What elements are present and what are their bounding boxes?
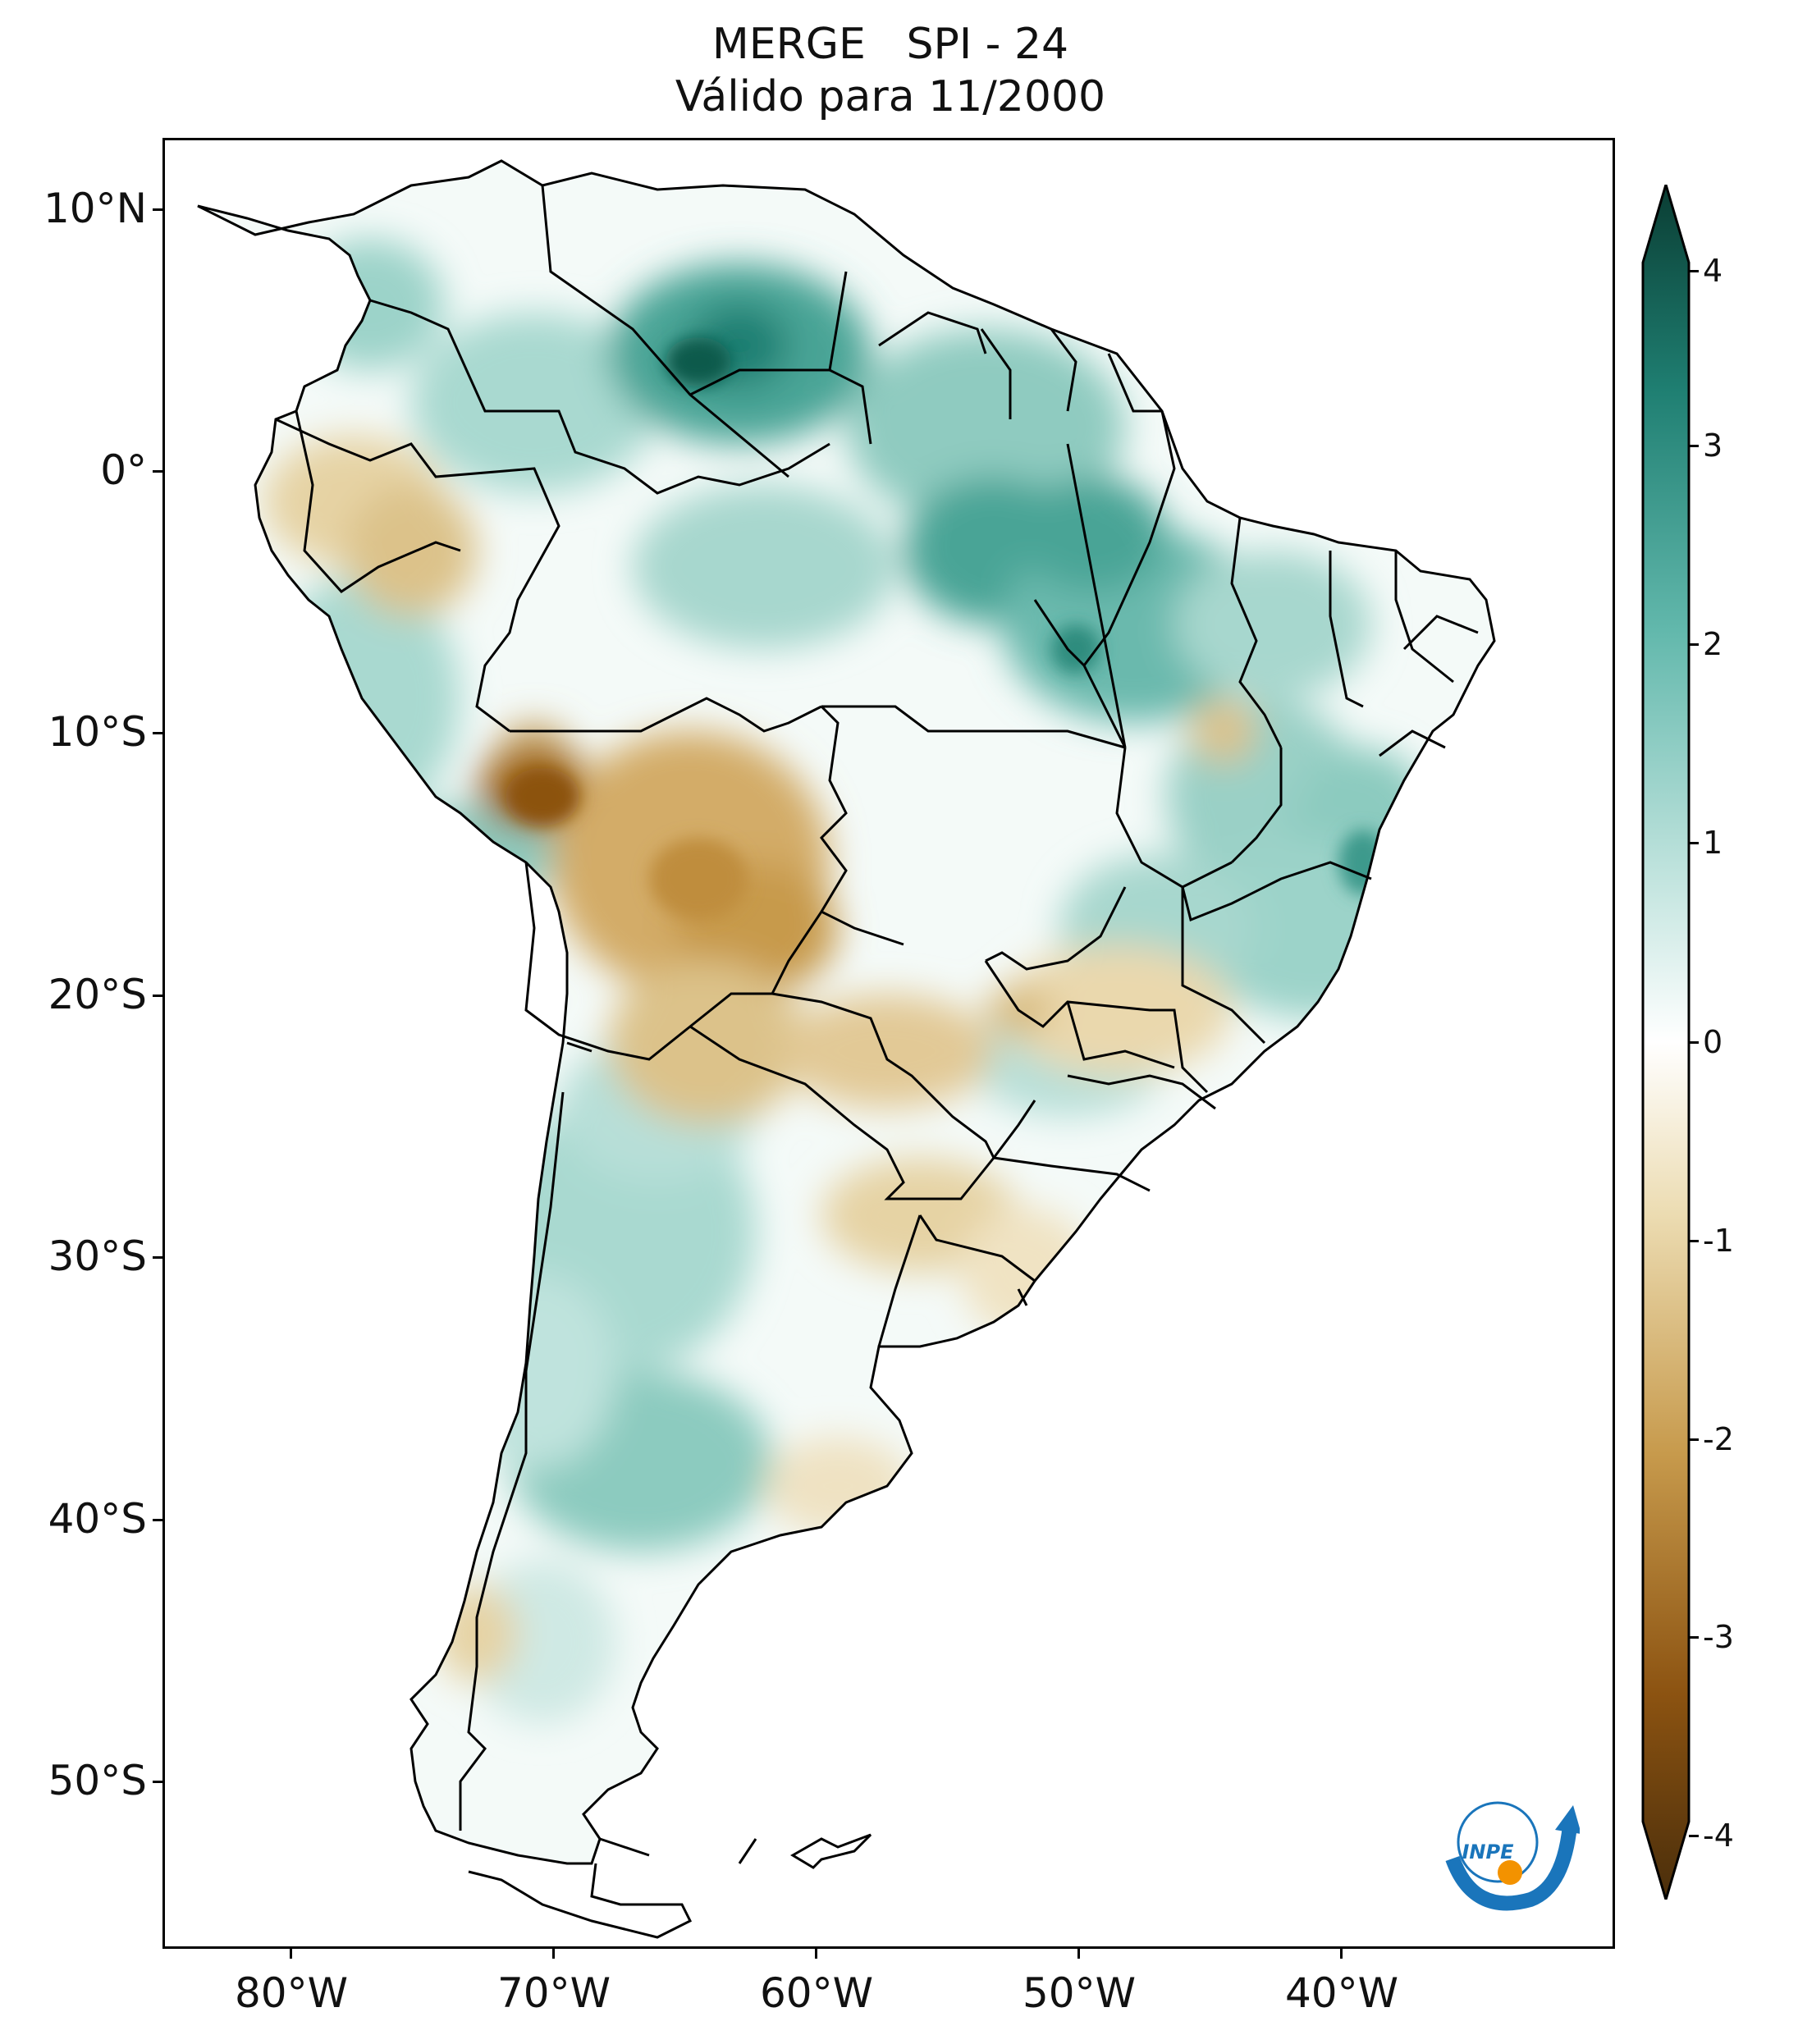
lat-tick-mark <box>153 1519 162 1521</box>
colorbar-tick-mark <box>1689 1438 1699 1441</box>
logo-arrow-icon <box>1555 1805 1580 1834</box>
colorbar-tick-mark <box>1689 1835 1699 1837</box>
inpe-logo: INPE <box>1445 1801 1580 1911</box>
lat-label-30s: 30°S <box>48 1232 147 1280</box>
colorbar-label-neg4: -4 <box>1703 1818 1734 1854</box>
lon-label-40w: 40°W <box>1284 1969 1399 2017</box>
colorbar <box>1641 185 1690 1900</box>
lat-label-10s: 10°S <box>48 708 147 756</box>
lat-label-10n: 10°N <box>43 185 147 232</box>
map-title-line2: Válido para 11/2000 <box>675 72 1106 121</box>
colorbar-tick-mark <box>1689 270 1699 272</box>
colorbar-label-2: 2 <box>1703 626 1723 662</box>
logo-text: INPE <box>1462 1841 1515 1863</box>
colorbar-label-1: 1 <box>1703 825 1723 861</box>
south-america-map <box>196 159 1496 1939</box>
lon-tick-mark <box>1077 1949 1080 1959</box>
lat-tick-mark <box>153 470 162 473</box>
lat-tick-mark <box>153 1781 162 1783</box>
lon-label-80w: 80°W <box>234 1969 349 2017</box>
logo-ring <box>1457 1801 1539 1883</box>
colorbar-tick-mark <box>1689 842 1699 844</box>
colorbar-label-0: 0 <box>1703 1024 1723 1060</box>
colorbar-label-neg3: -3 <box>1703 1619 1734 1655</box>
colorbar-label-3: 3 <box>1703 428 1723 464</box>
colorbar-tick-mark <box>1689 643 1699 646</box>
colorbar-gradient <box>1641 185 1690 1900</box>
lon-tick-mark <box>290 1949 292 1959</box>
colorbar-tick-mark <box>1689 1041 1699 1044</box>
map-title-line1: MERGE SPI - 24 <box>711 20 1069 69</box>
lon-tick-mark <box>815 1949 817 1959</box>
political-borders <box>275 185 1479 1939</box>
lat-label-20s: 20°S <box>48 971 147 1018</box>
lat-tick-mark <box>153 995 162 997</box>
colorbar-tick-mark <box>1689 1240 1699 1242</box>
lat-tick-mark <box>153 1256 162 1259</box>
spi-anomaly-field <box>198 161 1494 1863</box>
lon-tick-mark <box>552 1949 555 1959</box>
lon-label-60w: 60°W <box>759 1969 874 2017</box>
colorbar-label-neg2: -2 <box>1703 1421 1734 1457</box>
lat-label-50s: 50°S <box>48 1757 147 1804</box>
colorbar-tick-mark <box>1689 445 1699 447</box>
colorbar-label-neg1: -1 <box>1703 1223 1734 1259</box>
map-panel <box>162 138 1615 1949</box>
logo-orange-dot <box>1498 1860 1522 1885</box>
lon-label-50w: 50°W <box>1022 1969 1137 2017</box>
lat-label-40s: 40°S <box>48 1495 147 1543</box>
lat-tick-mark <box>153 208 162 211</box>
logo-swoosh <box>1445 1824 1577 1911</box>
colorbar-label-4: 4 <box>1703 253 1723 289</box>
falkland-islands <box>790 1833 872 1869</box>
colorbar-tick-mark <box>1689 1636 1699 1639</box>
lon-label-70w: 70°W <box>496 1969 611 2017</box>
lat-tick-mark <box>153 732 162 734</box>
lon-tick-mark <box>1340 1949 1343 1959</box>
lat-label-0: 0° <box>100 446 147 494</box>
